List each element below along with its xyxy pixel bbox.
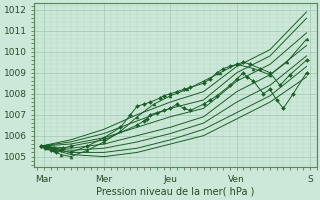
X-axis label: Pression niveau de la mer( hPa ): Pression niveau de la mer( hPa ) [96,187,254,197]
